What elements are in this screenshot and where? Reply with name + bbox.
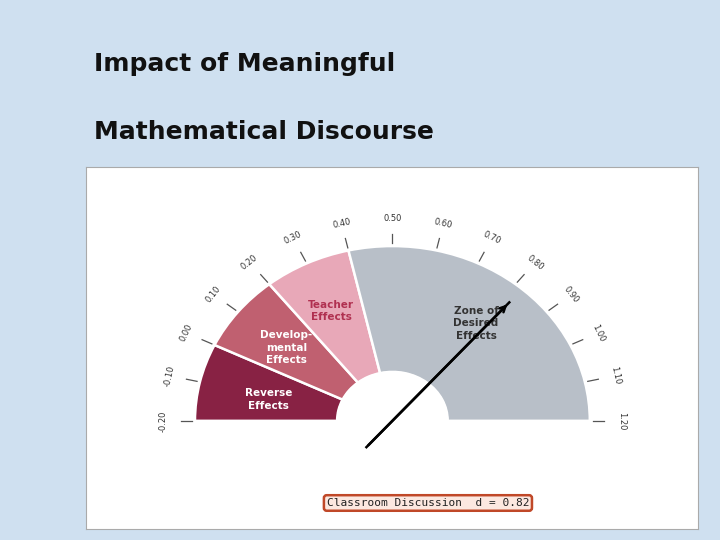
Circle shape [337, 372, 448, 470]
Text: 0.60: 0.60 [433, 217, 454, 230]
Text: Develop-
mental
Effects: Develop- mental Effects [261, 330, 312, 365]
Text: -0.10: -0.10 [163, 364, 176, 387]
Wedge shape [269, 251, 380, 382]
Text: -0.20: -0.20 [159, 410, 168, 431]
Text: Classroom Discussion  d = 0.82: Classroom Discussion d = 0.82 [327, 498, 529, 508]
Text: 0.30: 0.30 [283, 230, 303, 246]
Text: 1.20: 1.20 [617, 411, 626, 430]
Text: 0.00: 0.00 [178, 322, 194, 343]
Wedge shape [195, 345, 343, 421]
Text: 0.70: 0.70 [482, 230, 502, 246]
Text: Reverse
Effects: Reverse Effects [245, 388, 292, 411]
Text: 0.40: 0.40 [331, 217, 351, 230]
Text: 0.90: 0.90 [562, 285, 581, 305]
Text: 0.20: 0.20 [240, 253, 260, 272]
Text: 0.10: 0.10 [204, 285, 222, 305]
Wedge shape [348, 246, 590, 421]
Text: 0.50: 0.50 [383, 214, 402, 222]
Text: 1.10: 1.10 [609, 366, 622, 386]
Text: Mathematical Discourse: Mathematical Discourse [94, 120, 433, 144]
Text: Impact of Meaningful: Impact of Meaningful [94, 52, 395, 76]
Wedge shape [215, 284, 358, 400]
Text: 0.80: 0.80 [525, 253, 545, 272]
Text: Teacher
Effects: Teacher Effects [308, 300, 354, 322]
Text: 1.00: 1.00 [590, 322, 607, 343]
Text: Zone of
Desired
Effects: Zone of Desired Effects [454, 306, 499, 341]
